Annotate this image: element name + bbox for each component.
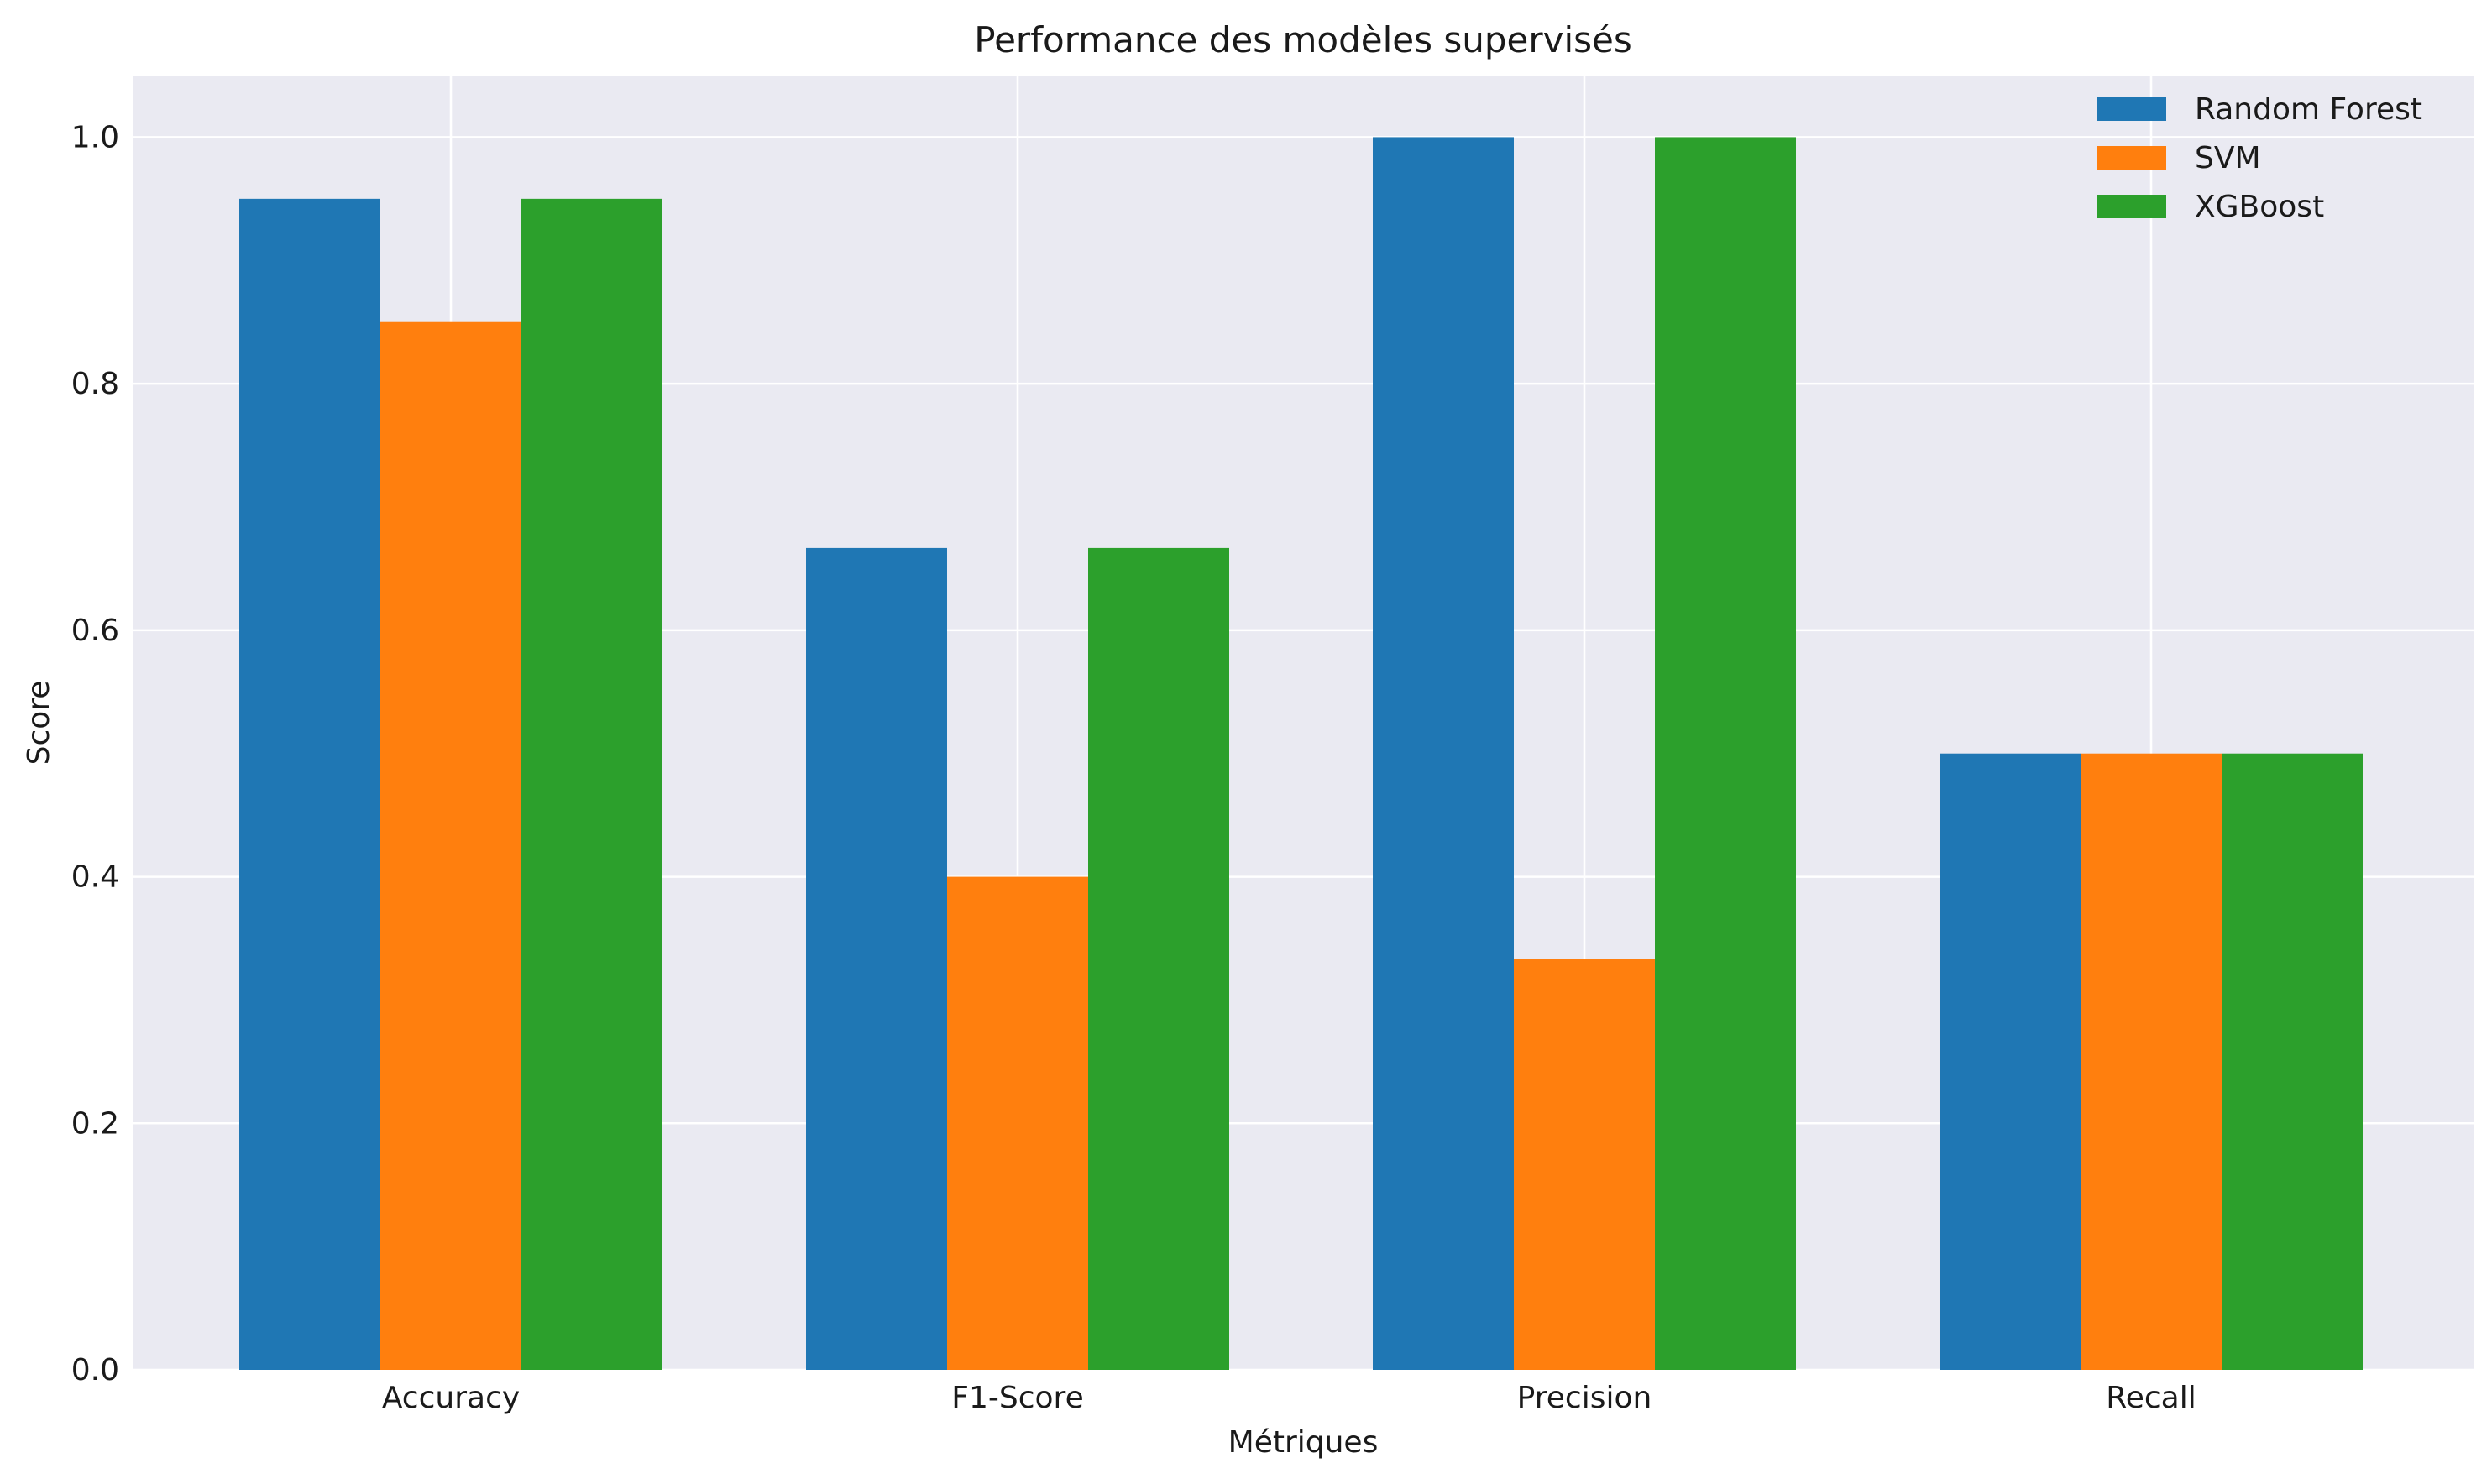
y-tick-label-5: 1.0: [71, 120, 119, 154]
legend-label-0: Random Forest: [2195, 92, 2422, 127]
bar-random-forest-accuracy: [239, 198, 380, 1370]
x-axis-ticks: Accuracy F1-Score Precision Recall: [382, 1381, 2196, 1415]
y-tick-label-0: 0.0: [71, 1353, 119, 1387]
x-tick-label-3: Recall: [2106, 1381, 2196, 1415]
bar-svm-accuracy: [380, 321, 521, 1370]
bar-xgboost-accuracy: [521, 198, 662, 1370]
y-axis-label: Score: [22, 681, 56, 766]
bar-xgboost-precision: [1655, 137, 1796, 1370]
bar-random-forest-precision: [1373, 137, 1514, 1370]
bar-xgboost-recall: [2222, 753, 2363, 1370]
x-tick-label-1: F1-Score: [951, 1381, 1083, 1415]
y-tick-label-3: 0.6: [71, 614, 119, 648]
bar-xgboost-f1-score: [1088, 547, 1229, 1370]
bar-svm-precision: [1514, 959, 1655, 1370]
y-tick-label-4: 0.8: [71, 367, 119, 401]
legend: Random Forest SVM XGBoost: [2097, 92, 2422, 224]
bar-random-forest-f1-score: [806, 547, 947, 1370]
y-tick-label-1: 0.2: [71, 1106, 119, 1141]
chart-title: Performance des modèles supervisés: [974, 19, 1631, 60]
y-axis-ticks: 0.0 0.2 0.4 0.6 0.8 1.0: [71, 120, 119, 1387]
legend-label-1: SVM: [2195, 141, 2261, 175]
legend-label-2: XGBoost: [2195, 190, 2324, 224]
bar-svm-recall: [2081, 753, 2222, 1370]
x-tick-label-2: Precision: [1517, 1381, 1652, 1415]
x-axis-label: Métriques: [1228, 1425, 1379, 1460]
legend-swatch-2: [2097, 195, 2166, 218]
legend-swatch-0: [2097, 97, 2166, 121]
x-tick-label-0: Accuracy: [382, 1381, 520, 1415]
y-tick-label-2: 0.4: [71, 860, 119, 895]
bar-random-forest-recall: [1940, 753, 2081, 1370]
bars: [239, 137, 2363, 1370]
legend-swatch-1: [2097, 146, 2166, 170]
bar-svm-f1-score: [947, 876, 1088, 1370]
